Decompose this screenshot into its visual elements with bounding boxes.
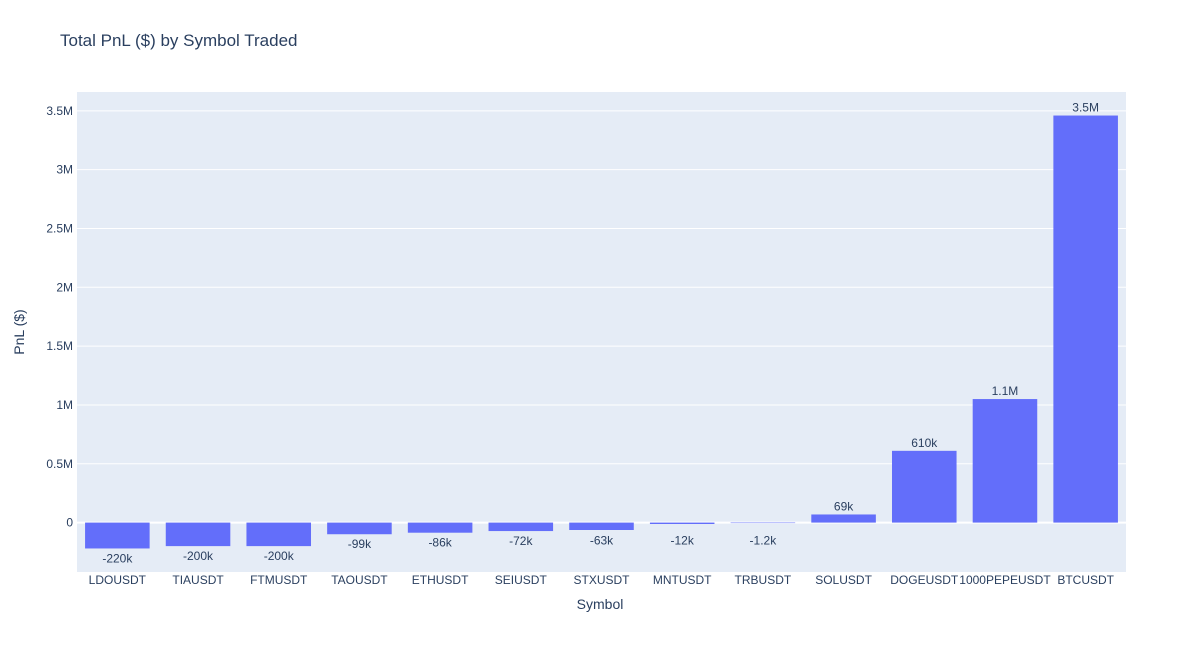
data-label: -200k — [264, 549, 295, 563]
x-tick-label: MNTUSDT — [653, 573, 712, 587]
x-axis-ticks: LDOUSDT TIAUSDT FTMUSDT TAOUSDT ETHUSDT SEIUS… — [89, 573, 1115, 587]
data-label: 610k — [911, 436, 938, 450]
data-label: 3.5M — [1072, 101, 1099, 115]
data-labels: -220k -200k -200k -99k -86k -72k -63k -12k -1.2k… — [102, 101, 1099, 566]
x-tick-label: SOLUSDT — [815, 573, 872, 587]
bar-1000pepeusdt[interactable] — [972, 399, 1038, 523]
x-tick-label: SEIUSDT — [495, 573, 548, 587]
data-label: -72k — [509, 534, 533, 548]
chart-title: Total PnL ($) by Symbol Traded — [60, 31, 298, 50]
data-label: -12k — [671, 534, 695, 548]
bar-solusdt[interactable] — [811, 514, 876, 523]
x-tick-label: TAOUSDT — [331, 573, 388, 587]
x-tick-label: TRBUSDT — [735, 573, 792, 587]
data-label: -99k — [348, 537, 372, 551]
x-axis-title: Symbol — [577, 596, 624, 612]
x-tick-label: STXUSDT — [573, 573, 630, 587]
y-axis-ticks: 0 0.5M 1M 1.5M 2M 2.5M 3M 3.5M — [46, 104, 73, 530]
x-tick-label: ETHUSDT — [412, 573, 469, 587]
x-tick-label: DOGEUSDT — [890, 573, 959, 587]
bar-taousdt[interactable] — [327, 522, 392, 535]
data-label: -220k — [102, 551, 133, 565]
data-label: 1.1M — [992, 384, 1019, 398]
x-tick-label: BTCUSDT — [1057, 573, 1114, 587]
bar-seiusdt[interactable] — [488, 522, 554, 532]
plot-area — [77, 92, 1126, 572]
bar-tiausdt[interactable] — [165, 522, 231, 547]
y-tick-label: 0 — [66, 516, 73, 530]
x-tick-label: FTMUSDT — [250, 573, 308, 587]
y-tick-label: 1M — [56, 398, 73, 412]
y-tick-label: 0.5M — [46, 457, 73, 471]
data-label: 69k — [834, 499, 854, 513]
bar-dogeusdt[interactable] — [891, 450, 957, 523]
bar-mntusdt[interactable] — [649, 522, 715, 524]
bar-ftmusdt[interactable] — [246, 522, 312, 547]
data-label: -86k — [428, 536, 452, 550]
y-tick-label: 3.5M — [46, 104, 73, 118]
bar-btcusdt[interactable] — [1053, 115, 1118, 523]
data-label: -1.2k — [750, 534, 778, 548]
bars — [85, 115, 1118, 549]
y-tick-label: 2.5M — [46, 221, 73, 235]
bar-ethusdt[interactable] — [407, 522, 473, 533]
x-tick-label: LDOUSDT — [89, 573, 147, 587]
bar-trbusdt[interactable] — [730, 522, 796, 524]
y-tick-label: 1.5M — [46, 339, 73, 353]
bar-ldousdt[interactable] — [85, 522, 150, 549]
data-label: -200k — [183, 549, 214, 563]
x-tick-label: 1000PEPEUSDT — [959, 573, 1051, 587]
bar-stxusdt[interactable] — [569, 522, 634, 530]
y-tick-label: 3M — [56, 163, 73, 177]
data-label: -63k — [590, 534, 614, 548]
x-tick-label: TIAUSDT — [172, 573, 224, 587]
y-axis-title: PnL ($) — [11, 309, 27, 354]
y-tick-label: 2M — [56, 280, 73, 294]
